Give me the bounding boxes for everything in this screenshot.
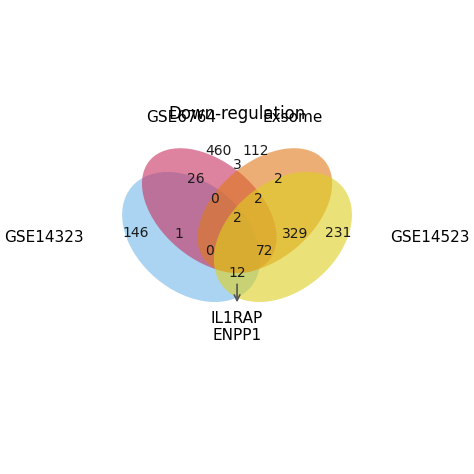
Text: 2: 2 [273,172,283,186]
Text: GSE14523: GSE14523 [390,229,469,245]
Text: 2: 2 [233,210,241,225]
Text: 12: 12 [228,265,246,280]
Text: 3: 3 [233,158,241,172]
Ellipse shape [198,148,332,273]
Text: 0: 0 [205,245,214,258]
Text: 146: 146 [122,226,149,240]
Ellipse shape [214,172,352,302]
Text: 26: 26 [187,172,204,186]
Text: GSE14323: GSE14323 [5,229,84,245]
Text: 0: 0 [210,192,219,207]
Ellipse shape [142,148,277,273]
Text: 329: 329 [282,227,309,241]
Text: 1: 1 [174,227,183,241]
Text: GSE6764: GSE6764 [146,110,217,125]
Text: Down-regulation: Down-regulation [168,105,306,123]
Text: IL1RAP
ENPP1: IL1RAP ENPP1 [211,310,263,343]
Text: 2: 2 [255,192,263,207]
Text: 231: 231 [325,226,352,240]
Text: Exsome: Exsome [263,110,323,125]
Text: 72: 72 [256,245,273,258]
Text: 460: 460 [205,144,231,158]
Ellipse shape [122,172,260,302]
Text: 112: 112 [243,144,269,158]
